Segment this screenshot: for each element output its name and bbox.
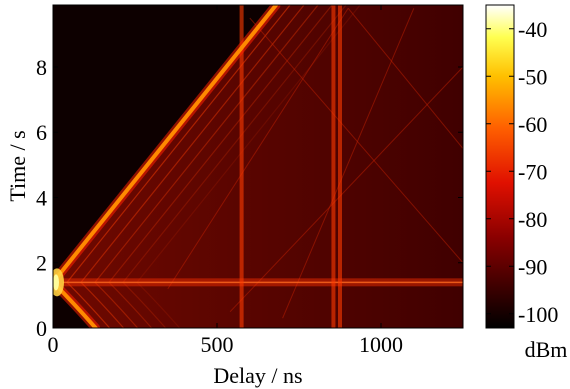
colorbar-ticks: -40 -50 -60 -70 -80 -90 -100 bbox=[486, 17, 558, 327]
y-tick-label: 2 bbox=[36, 251, 47, 276]
y-tick-label: 6 bbox=[36, 120, 47, 145]
constant-delay-line bbox=[331, 5, 336, 328]
colorbar: -40 -50 -60 -70 -80 -90 -100 dBm bbox=[485, 4, 568, 362]
y-axis-label: Time / s bbox=[5, 130, 30, 201]
colorbar-tick-label: -100 bbox=[518, 302, 558, 327]
colorbar-unit-label: dBm bbox=[525, 337, 568, 362]
colorbar-tick-label: -50 bbox=[518, 64, 547, 89]
constant-delay-line bbox=[239, 5, 244, 328]
y-tick-label: 0 bbox=[36, 316, 47, 341]
colorbar-tick-label: -70 bbox=[518, 159, 547, 184]
colorbar-tick-label: -40 bbox=[518, 17, 547, 42]
plot-area bbox=[52, 4, 464, 329]
x-axis: 0 500 1000 bbox=[48, 5, 403, 357]
x-tick-label: 1000 bbox=[359, 332, 403, 357]
y-tick-label: 8 bbox=[36, 55, 47, 80]
scatter-line bbox=[249, 17, 463, 264]
scatter-line bbox=[282, 8, 415, 319]
multipath-region bbox=[53, 5, 463, 328]
x-axis-label: Delay / ns bbox=[213, 363, 302, 388]
plot-frame bbox=[52, 4, 464, 329]
x-tick-label: 500 bbox=[201, 332, 234, 357]
scatter-line bbox=[347, 7, 463, 149]
heatmap-intensity bbox=[53, 5, 463, 328]
constant-delay-line bbox=[338, 5, 342, 328]
colorbar-gradient bbox=[485, 4, 515, 329]
scatter-line bbox=[167, 7, 349, 290]
scatter-line bbox=[229, 66, 463, 313]
colorbar-tick-label: -60 bbox=[518, 112, 547, 137]
colorbar-tick-label: -80 bbox=[518, 207, 547, 232]
x-tick-label: 0 bbox=[48, 332, 59, 357]
y-axis: 0 2 4 6 8 bbox=[36, 55, 463, 341]
direct-path-peak-core bbox=[53, 274, 59, 291]
colorbar-tick-label: -90 bbox=[518, 254, 547, 279]
y-tick-label: 4 bbox=[36, 185, 47, 210]
